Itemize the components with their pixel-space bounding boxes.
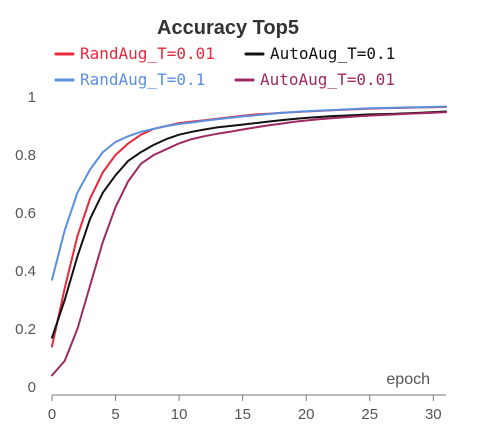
legend: RandAug_T=0.01 AutoAug_T=0.1 RandAug_T=0.1…: [54, 44, 395, 89]
y-tick-label: 1: [28, 89, 36, 106]
x-tick-label: 10: [171, 406, 188, 423]
chart-title: Accuracy Top5: [157, 17, 299, 39]
x-tick-label: 15: [234, 406, 251, 423]
legend-label: RandAug_T=0.01: [80, 44, 215, 63]
axes: 0 5 10 15 20 25 30 0 0.2 0.4 0.6 0.8 1: [15, 89, 446, 423]
x-tick-label: 20: [298, 406, 315, 423]
legend-label: AutoAug_T=0.01: [260, 70, 395, 89]
series-line: [51, 105, 447, 348]
x-tick-label: 5: [111, 406, 119, 423]
y-tick-label: 0.8: [15, 147, 36, 164]
x-tick-label: 0: [48, 406, 56, 423]
legend-label: AutoAug_T=0.1: [270, 44, 395, 63]
plot-area: [51, 105, 447, 377]
y-tick-label: 0.2: [15, 321, 36, 338]
y-tick-label: 0: [28, 379, 36, 396]
series-line: [51, 111, 447, 377]
legend-label: RandAug_T=0.1: [80, 70, 205, 89]
x-tick-label: 30: [425, 406, 442, 423]
x-tick-label: 25: [361, 406, 378, 423]
series-line: [51, 105, 447, 281]
x-axis-label: epoch: [386, 371, 430, 388]
y-tick-label: 0.6: [15, 205, 36, 222]
y-tick-label: 0.4: [15, 263, 36, 280]
